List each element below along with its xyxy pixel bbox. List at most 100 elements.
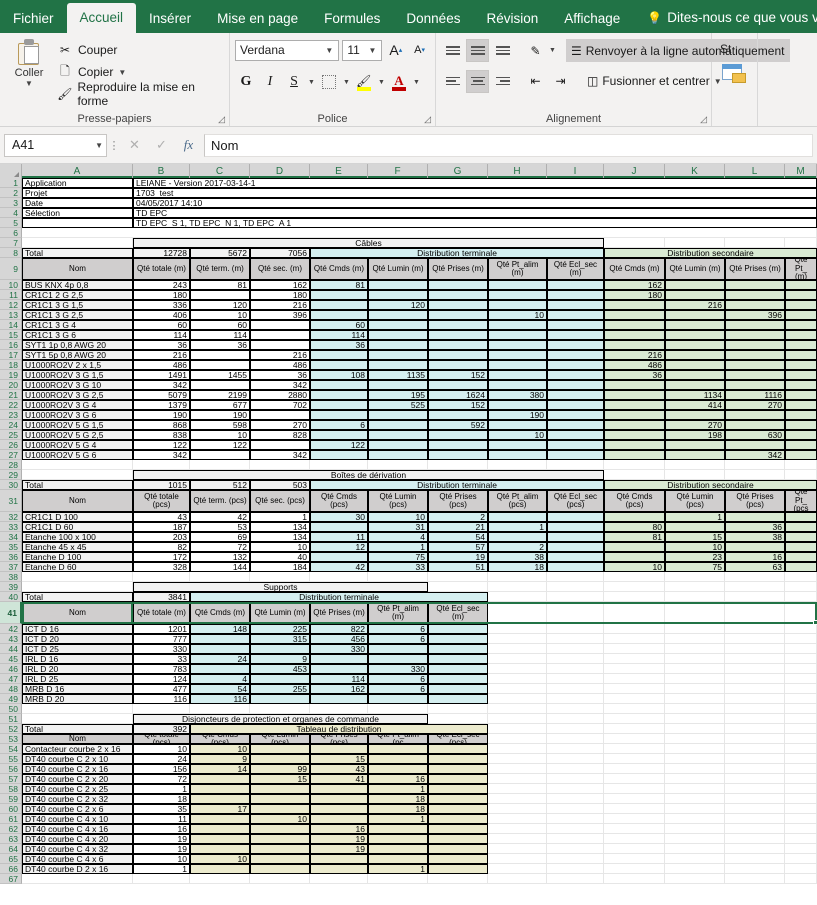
cell-empty[interactable]	[604, 874, 665, 884]
cell-cables-12-3[interactable]: 216	[250, 300, 310, 310]
cell-boites-35-12[interactable]	[785, 542, 817, 552]
cell-empty[interactable]	[604, 774, 665, 784]
cell-boites-36-1[interactable]: 172	[133, 552, 190, 562]
cell-cables-18-0[interactable]: U1000RO2V 2 x 1,5	[22, 360, 133, 370]
cell-cables-19-4[interactable]: 108	[310, 370, 368, 380]
cell-supports-42-2[interactable]: 148	[190, 624, 250, 634]
cell-empty[interactable]	[785, 572, 817, 582]
cell-boites-35-2[interactable]: 72	[190, 542, 250, 552]
confirm-formula-button[interactable]: ✓	[156, 137, 167, 152]
chevron-down-icon[interactable]: ▼	[368, 45, 377, 55]
cell-empty[interactable]	[547, 704, 604, 714]
cell-disjoncteurs-61-1[interactable]: 11	[133, 814, 190, 824]
cell-disjoncteurs-58-3[interactable]	[250, 784, 310, 794]
chevron-down-icon[interactable]: ▼	[325, 45, 334, 55]
cell-empty[interactable]	[665, 844, 725, 854]
cell-disjoncteurs-62-1[interactable]: 16	[133, 824, 190, 834]
cell-empty[interactable]	[547, 794, 604, 804]
cell-empty[interactable]	[725, 804, 785, 814]
cell-boites-37-5[interactable]: 33	[368, 562, 428, 572]
cell-empty[interactable]	[547, 460, 604, 470]
cell-supports-45-2[interactable]: 24	[190, 654, 250, 664]
cell-cables-19-3[interactable]: 36	[250, 370, 310, 380]
cell-cables-24-5[interactable]	[368, 420, 428, 430]
cell-cables-15-3[interactable]	[250, 330, 310, 340]
table-row[interactable]: U1000RO2V 3 G 2,5 5079 2199 2880 195 1624 380 1…	[22, 390, 817, 400]
cell-cables-17-12[interactable]	[785, 350, 817, 360]
col-header-disjoncteurs-5[interactable]: Qté Pt_alim (pc	[368, 734, 428, 744]
cell-empty[interactable]	[785, 654, 817, 664]
cell-empty[interactable]	[547, 654, 604, 664]
cell-empty[interactable]	[785, 724, 817, 734]
cell-disjoncteurs-61-2[interactable]	[190, 814, 250, 824]
cell-cables-15-6[interactable]	[428, 330, 488, 340]
cell-boites-35-6[interactable]: 57	[428, 542, 488, 552]
cell-cables-22-0[interactable]: U1000RO2V 3 G 4	[22, 400, 133, 410]
cell-cables-25-0[interactable]: U1000RO2V 5 G 2,5	[22, 430, 133, 440]
col-header-cables-9[interactable]: Qté Cmds (m)	[604, 258, 665, 280]
cell-empty[interactable]	[785, 794, 817, 804]
cell-empty[interactable]	[310, 572, 368, 582]
cell-cables-17-5[interactable]	[368, 350, 428, 360]
table-row[interactable]: U1000RO2V 3 G 1,5 1491 1455 36 108 1135 152 36	[22, 370, 817, 380]
row-header-34[interactable]: 34	[0, 532, 22, 542]
table-row[interactable]: DT40 courbe C 4 x 20 19 19	[22, 834, 817, 844]
cell-supports-49-0[interactable]: MRB D 20	[22, 694, 133, 704]
cell-cables-23-0[interactable]: U1000RO2V 3 G 6	[22, 410, 133, 420]
cell-supports-45-4[interactable]	[310, 654, 368, 664]
insert-function-button[interactable]: fx	[183, 137, 194, 152]
cell-cables-19-2[interactable]: 1455	[190, 370, 250, 380]
cell-empty[interactable]	[488, 814, 547, 824]
row-header-59[interactable]: 59	[0, 794, 22, 804]
cell-boites-35-7[interactable]: 2	[488, 542, 547, 552]
col-header-cables-0[interactable]: Nom	[22, 258, 133, 280]
cell-disjoncteurs-55-5[interactable]	[368, 754, 428, 764]
row-header-27[interactable]: 27	[0, 450, 22, 460]
merge-center-button[interactable]: ◫ Fusionner et centrer ▼	[582, 70, 727, 93]
cell-cables-22-2[interactable]: 677	[190, 400, 250, 410]
row-header-67[interactable]: 67	[0, 874, 22, 884]
cell-cables-13-2[interactable]: 10	[190, 310, 250, 320]
cell-cables-25-11[interactable]: 630	[725, 430, 785, 440]
table-row[interactable]: DT40 courbe C 4 x 32 19 19	[22, 844, 817, 854]
cell-empty[interactable]	[547, 724, 604, 734]
col-header-boites-3[interactable]: Qté sec. (pcs)	[250, 490, 310, 512]
cell-empty[interactable]	[665, 664, 725, 674]
cell-cables-12-11[interactable]	[725, 300, 785, 310]
cell-empty[interactable]	[725, 854, 785, 864]
row-header-16[interactable]: 16	[0, 340, 22, 350]
cell-disjoncteurs-61-5[interactable]: 1	[368, 814, 428, 824]
table-row[interactable]	[22, 572, 817, 582]
cell-boites-37-7[interactable]: 18	[488, 562, 547, 572]
row-header-22[interactable]: 22	[0, 400, 22, 410]
cell-boites-32-11[interactable]	[725, 512, 785, 522]
cell-disjoncteurs-60-2[interactable]: 17	[190, 804, 250, 814]
cell-empty[interactable]	[725, 470, 785, 480]
cell-disjoncteurs-63-3[interactable]	[250, 834, 310, 844]
cell-cables-23-10[interactable]	[665, 410, 725, 420]
cell-empty[interactable]	[22, 874, 133, 884]
row-header-12[interactable]: 12	[0, 300, 22, 310]
cell-cables-23-7[interactable]: 190	[488, 410, 547, 420]
table-row[interactable]: Etanche D 60 328 144 184 42 33 51 18 10 75 63	[22, 562, 817, 572]
cell-empty[interactable]	[725, 582, 785, 592]
cell-supports-42-5[interactable]: 6	[368, 624, 428, 634]
cell-empty[interactable]	[604, 674, 665, 684]
section-total-disjoncteurs-0[interactable]: 392	[133, 724, 190, 734]
cell-cables-25-9[interactable]	[604, 430, 665, 440]
cell-cables-18-4[interactable]	[310, 360, 368, 370]
cell-supports-46-6[interactable]	[428, 664, 488, 674]
cell-cables-15-7[interactable]	[488, 330, 547, 340]
table-row[interactable]: CR1C1 D 100 43 42 1 30 10 2 1	[22, 512, 817, 522]
cell-empty[interactable]	[547, 674, 604, 684]
table-row[interactable]	[22, 228, 817, 238]
row-header-60[interactable]: 60	[0, 804, 22, 814]
cell-cables-19-6[interactable]: 152	[428, 370, 488, 380]
cell-empty[interactable]	[547, 814, 604, 824]
cell-cables-14-6[interactable]	[428, 320, 488, 330]
cell-cables-19-9[interactable]: 36	[604, 370, 665, 380]
cell-cables-12-10[interactable]: 216	[665, 300, 725, 310]
cell-cables-19-8[interactable]	[547, 370, 604, 380]
column-header-H[interactable]: H	[488, 164, 547, 178]
row-header-18[interactable]: 18	[0, 360, 22, 370]
